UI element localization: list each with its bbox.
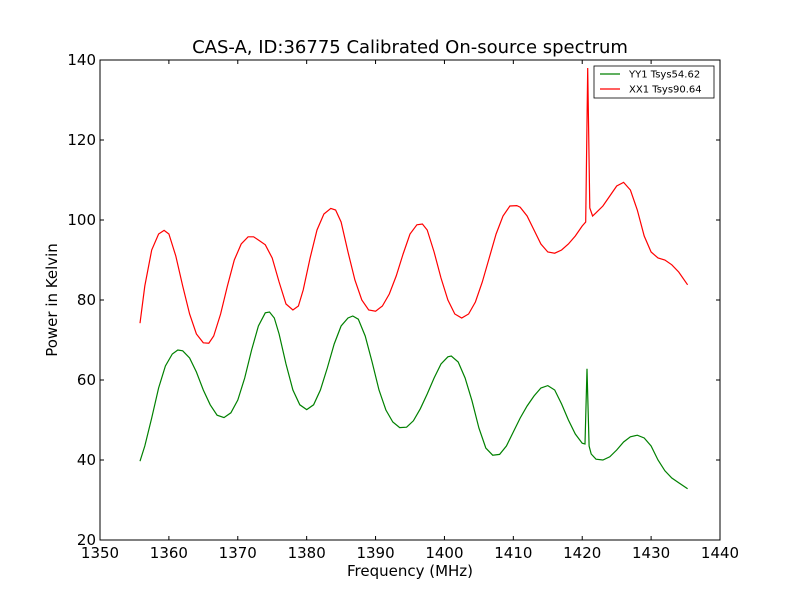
x-tick-label: 1390: [356, 544, 394, 562]
x-tick-label: 1400: [425, 544, 463, 562]
chart-title: CAS-A, ID:36775 Calibrated On-source spe…: [192, 37, 628, 58]
series-line-1: [139, 67, 689, 344]
y-tick-label: 20: [77, 531, 96, 549]
legend-label-1: XX1 Tsys90.64: [629, 85, 702, 96]
plot-frame: [99, 59, 721, 541]
legend-label-0: YY1 Tsys54.62: [628, 70, 700, 81]
legend: YY1 Tsys54.62 XX1 Tsys90.64: [593, 65, 715, 99]
y-tick-label: 60: [77, 371, 96, 389]
y-tick-label: 140: [67, 51, 96, 69]
x-tick-label: 1360: [150, 544, 188, 562]
legend-box: [593, 65, 715, 99]
y-axis: 20 40 60 80 100 120 140: [67, 51, 720, 549]
x-tick-label: 1440: [701, 544, 739, 562]
plot-series-group: [139, 67, 689, 490]
x-tick-label: 1410: [494, 544, 532, 562]
x-tick-label: 1370: [219, 544, 257, 562]
x-tick-label: 1430: [632, 544, 670, 562]
x-tick-label: 1380: [288, 544, 326, 562]
x-axis: 1350 1360 1370 1380 1390 1400 1410 1420 1430 1440: [81, 60, 739, 562]
x-axis-label: Frequency (MHz): [347, 562, 473, 580]
y-tick-label: 100: [67, 211, 96, 229]
y-axis-label: Power in Kelvin: [43, 243, 61, 357]
series-line-0: [139, 311, 688, 490]
y-tick-label: 40: [77, 451, 96, 469]
y-tick-label: 120: [67, 131, 96, 149]
x-tick-label: 1420: [563, 544, 601, 562]
x-tick-label: 1350: [81, 544, 119, 562]
y-tick-label: 80: [77, 291, 96, 309]
